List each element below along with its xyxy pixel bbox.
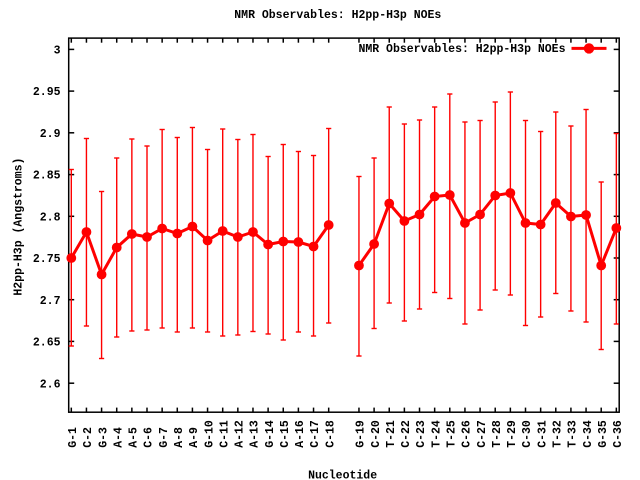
svg-text:G-10: G-10	[203, 420, 216, 448]
svg-text:C-18: C-18	[324, 420, 337, 448]
svg-text:C-27: C-27	[476, 420, 489, 448]
svg-text:C-26: C-26	[461, 420, 474, 448]
svg-text:T-28: T-28	[491, 420, 504, 448]
svg-text:C-2: C-2	[82, 427, 95, 448]
svg-text:2.6: 2.6	[40, 378, 61, 391]
svg-text:C-23: C-23	[415, 420, 428, 448]
svg-text:2.85: 2.85	[33, 170, 61, 183]
svg-text:2.75: 2.75	[33, 253, 61, 266]
svg-text:C-30: C-30	[521, 420, 534, 448]
svg-text:NMR Observables: H2pp-H3p NOEs: NMR Observables: H2pp-H3p NOEs	[358, 43, 565, 56]
svg-text:A-4: A-4	[112, 427, 125, 448]
svg-text:C-31: C-31	[536, 420, 549, 448]
svg-text:C-22: C-22	[400, 420, 413, 448]
svg-text:2.7: 2.7	[40, 295, 61, 308]
svg-text:C-15: C-15	[279, 420, 292, 448]
svg-text:2.95: 2.95	[33, 86, 61, 99]
svg-text:C-20: C-20	[370, 420, 383, 448]
svg-text:A-9: A-9	[188, 427, 201, 448]
svg-text:A-12: A-12	[234, 420, 247, 448]
svg-text:2.9: 2.9	[40, 128, 61, 141]
svg-text:T-25: T-25	[446, 420, 459, 448]
svg-text:G-1: G-1	[67, 427, 80, 448]
svg-text:G-3: G-3	[97, 427, 110, 448]
svg-text:C-34: C-34	[582, 420, 595, 448]
svg-text:G-7: G-7	[158, 427, 171, 448]
svg-text:G-19: G-19	[355, 420, 368, 448]
svg-text:T-29: T-29	[506, 420, 519, 448]
svg-text:A-16: A-16	[294, 420, 307, 448]
svg-text:2.65: 2.65	[33, 337, 61, 350]
svg-text:A-5: A-5	[128, 427, 141, 448]
svg-text:A-13: A-13	[249, 420, 262, 448]
svg-text:T-33: T-33	[567, 420, 580, 448]
svg-text:T-21: T-21	[385, 420, 398, 448]
svg-text:C-11: C-11	[218, 420, 231, 448]
svg-text:2.8: 2.8	[40, 211, 61, 224]
svg-text:T-24: T-24	[430, 420, 443, 448]
svg-text:C-6: C-6	[143, 427, 156, 448]
svg-text:G-35: G-35	[597, 420, 610, 448]
svg-text:T-32: T-32	[551, 420, 564, 448]
svg-text:Nucleotide: Nucleotide	[308, 469, 377, 480]
svg-text:H2pp-H3p (Angstroms): H2pp-H3p (Angstroms)	[13, 158, 26, 296]
svg-text:C-17: C-17	[309, 420, 322, 448]
svg-text:NMR Observables: H2pp-H3p NOEs: NMR Observables: H2pp-H3p NOEs	[234, 9, 441, 22]
svg-text:3: 3	[54, 45, 61, 58]
svg-text:G-14: G-14	[264, 420, 277, 448]
svg-text:C-36: C-36	[612, 420, 625, 448]
svg-text:A-8: A-8	[173, 427, 186, 448]
